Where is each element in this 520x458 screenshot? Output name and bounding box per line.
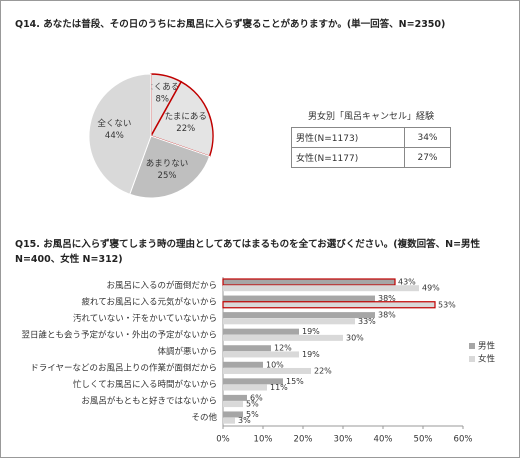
value-label: 12% xyxy=(274,344,292,353)
bar xyxy=(223,394,247,401)
value-label: 11% xyxy=(270,383,288,392)
value-label: 10% xyxy=(266,360,284,369)
value-label: 19% xyxy=(302,350,320,359)
table-row: 女性(N=1177) 27% xyxy=(291,147,452,168)
bar xyxy=(223,285,419,292)
category-label: 疲れてお風呂に入る元気がないから xyxy=(82,296,218,307)
category-label: 体調が悪いから xyxy=(157,346,217,357)
table-body: 男性(N=1173) 34% 女性(N=1177) 27% xyxy=(291,127,452,168)
slice-value: 44% xyxy=(105,131,124,141)
category-label: ドライヤーなどのお風呂上りの作業が面倒だから xyxy=(30,363,217,374)
value-label: 49% xyxy=(422,284,440,293)
table: 男女別「風呂キャンセル」経験 男性(N=1173) 34% 女性(N=1177) 2… xyxy=(291,109,452,168)
value-label: 43% xyxy=(398,278,416,287)
category-label: 忙しくてお風呂に入る時間がないから xyxy=(73,379,217,390)
legend-swatch xyxy=(469,356,475,362)
bar xyxy=(223,361,263,368)
bar xyxy=(223,367,311,374)
bar xyxy=(223,384,267,391)
value-label: 38% xyxy=(378,294,396,303)
bar xyxy=(222,301,436,309)
value-label: 5% xyxy=(246,400,259,409)
cell: 女性(N=1177) xyxy=(291,147,405,168)
x-tick-label: 50% xyxy=(414,435,433,445)
value-label: 6% xyxy=(250,393,263,402)
pie-chart: よくある 8% たまにある 22% あまりない 25% 全くない 44% xyxy=(88,73,214,199)
category-label: 翌日誰とも会う予定がない・外出の予定がないから xyxy=(21,329,217,340)
slice-value: 22% xyxy=(176,124,195,134)
bar xyxy=(223,328,299,335)
bar xyxy=(223,312,375,319)
value-label: 3% xyxy=(238,416,251,425)
x-tick-label: 20% xyxy=(294,435,313,445)
value-label: 53% xyxy=(438,300,456,309)
category-label: お風呂に入るのが面倒だから xyxy=(106,280,217,291)
table-row: 男性(N=1173) 34% xyxy=(291,127,452,148)
bar xyxy=(223,295,375,302)
value-label: 15% xyxy=(286,377,304,386)
slice-label: たまにある xyxy=(165,112,207,122)
bar xyxy=(223,351,299,358)
q14-title: Q14. あなたは普段、その日のうちにお風呂に入らず寝ることがありますか。(単一… xyxy=(15,19,446,30)
value-label: 33% xyxy=(358,317,376,326)
slice-label: よくある xyxy=(145,82,179,92)
x-tick-label: 40% xyxy=(374,435,393,445)
value-label: 5% xyxy=(246,410,259,419)
category-label: 汚れていない・汗をかいていないから xyxy=(73,313,217,324)
cell: 27% xyxy=(403,147,452,168)
cell: 34% xyxy=(403,127,452,148)
bar xyxy=(223,378,283,385)
x-tick-label: 30% xyxy=(334,435,353,445)
pie-slice xyxy=(129,135,211,199)
slice-label: 全くない xyxy=(97,118,131,129)
legend-swatch xyxy=(469,343,475,349)
x-tick-label: 60% xyxy=(454,435,473,445)
slice-value: 8% xyxy=(155,94,169,104)
x-tick-label: 10% xyxy=(254,435,273,445)
category-label: その他 xyxy=(191,412,217,423)
bar xyxy=(223,318,355,325)
value-label: 22% xyxy=(314,366,332,375)
bar xyxy=(223,411,243,418)
value-label: 30% xyxy=(346,333,364,342)
pie-slice xyxy=(149,80,214,158)
q15-title: Q15. お風呂に入らず寝てしまう時の理由としてあてはまるものを全てお選びくださ… xyxy=(15,239,481,265)
bar xyxy=(223,334,343,341)
bar xyxy=(223,417,235,424)
value-label: 38% xyxy=(378,311,396,320)
bar xyxy=(222,278,396,286)
x-tick-label: 0% xyxy=(216,435,230,445)
value-label: 19% xyxy=(302,327,320,336)
bar xyxy=(223,401,243,408)
cell: 男性(N=1173) xyxy=(291,127,405,148)
legend-label: 男性 xyxy=(478,341,496,352)
slice-label: あまりない xyxy=(146,159,189,169)
legend-label: 女性 xyxy=(478,354,496,365)
category-label: お風呂がもともと好きではないから xyxy=(81,396,217,407)
bar-chart: 0% 10% 20% 30% 40% 50% 60% お風呂に入るのが面倒だから 43% 49% 疲… xyxy=(21,277,496,445)
table-caption: 男女別「風呂キャンセル」経験 xyxy=(307,112,434,122)
slice-value: 25% xyxy=(158,171,177,181)
pie-slice xyxy=(88,73,152,195)
bar xyxy=(223,345,271,352)
